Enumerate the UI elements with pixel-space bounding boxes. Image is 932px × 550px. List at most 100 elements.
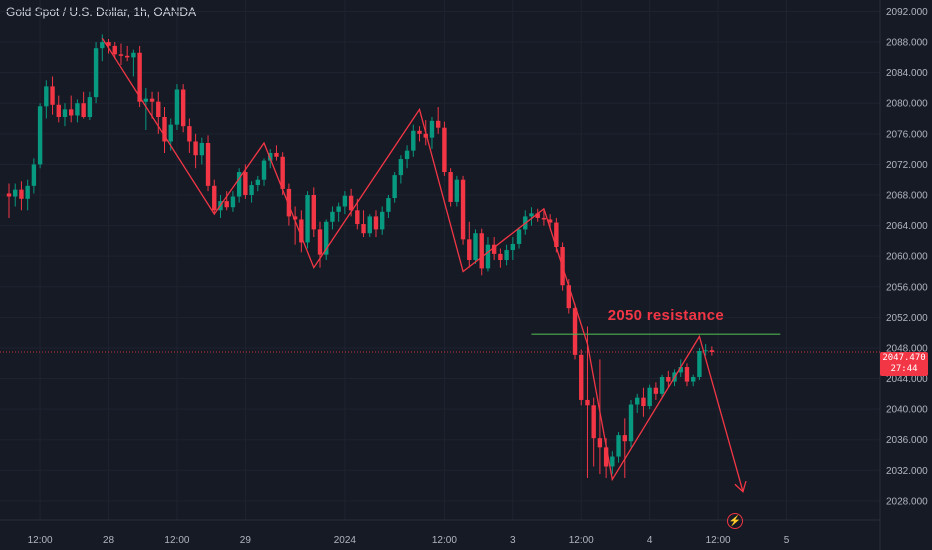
candle-body bbox=[491, 244, 497, 254]
candle-body bbox=[56, 104, 61, 117]
candle-body bbox=[361, 224, 366, 234]
candle-body bbox=[535, 213, 540, 218]
candle-body bbox=[504, 250, 509, 260]
candle-body bbox=[380, 211, 385, 230]
candle-body bbox=[230, 196, 236, 208]
candle-body bbox=[411, 130, 416, 151]
candle-body bbox=[236, 172, 242, 197]
candle-body bbox=[373, 216, 379, 230]
candle-body bbox=[423, 133, 428, 138]
candle-body bbox=[579, 354, 584, 400]
x-tick-label: 12:00 bbox=[432, 535, 457, 546]
candle-body bbox=[168, 124, 173, 142]
candle-body bbox=[243, 172, 248, 195]
candle-body bbox=[286, 188, 292, 217]
y-tick-label: 2048.000 bbox=[886, 343, 928, 354]
candle-body bbox=[678, 367, 683, 373]
resistance-label: 2050 resistance bbox=[608, 307, 724, 324]
candle-body bbox=[31, 164, 37, 186]
candle-body bbox=[460, 179, 466, 240]
candle-body bbox=[118, 54, 124, 56]
candle-body bbox=[261, 160, 267, 180]
candle-body bbox=[473, 233, 478, 260]
x-tick-label: 5 bbox=[784, 535, 790, 546]
candle-body bbox=[684, 367, 690, 382]
candle-body bbox=[547, 219, 553, 223]
candle-body bbox=[585, 399, 590, 406]
y-tick-label: 2044.000 bbox=[886, 374, 928, 385]
candle-body bbox=[610, 456, 615, 467]
candle-body bbox=[268, 152, 273, 161]
candle-body bbox=[187, 126, 192, 142]
x-tick-label: 29 bbox=[240, 535, 252, 546]
current-price-value: 2047.470 bbox=[882, 353, 926, 363]
candle-body bbox=[199, 143, 205, 156]
candle-body bbox=[697, 351, 702, 377]
candle-body bbox=[317, 229, 323, 255]
y-tick-label: 2092.000 bbox=[886, 7, 928, 18]
x-tick-label: 12:00 bbox=[706, 535, 731, 546]
candle-body bbox=[691, 377, 696, 382]
candle-body bbox=[44, 86, 49, 107]
candle-body bbox=[81, 103, 86, 117]
lightning-icon[interactable]: ⚡ bbox=[727, 513, 743, 529]
candle-body bbox=[479, 233, 484, 269]
candle-body bbox=[454, 179, 460, 202]
candle-body bbox=[603, 447, 609, 467]
x-tick-label: 28 bbox=[103, 535, 115, 546]
y-tick-label: 2032.000 bbox=[886, 466, 928, 477]
candle-body bbox=[299, 219, 304, 243]
y-tick-label: 2072.000 bbox=[886, 160, 928, 171]
y-tick-label: 2056.000 bbox=[886, 282, 928, 293]
y-tick-label: 2064.000 bbox=[886, 221, 928, 232]
current-price-badge: 2047.470 27:44 bbox=[880, 352, 928, 376]
candle-body bbox=[435, 120, 441, 128]
candle-body bbox=[392, 175, 397, 199]
candle-body bbox=[106, 42, 111, 46]
candle-body bbox=[429, 120, 435, 138]
candle-body bbox=[641, 397, 646, 407]
y-tick-label: 2060.000 bbox=[886, 252, 928, 263]
candle-body bbox=[386, 198, 391, 212]
candle-body bbox=[156, 101, 161, 117]
candle-body bbox=[174, 89, 180, 125]
candle-body bbox=[274, 152, 279, 157]
x-tick-label: 12:00 bbox=[164, 535, 189, 546]
candle-body bbox=[162, 117, 167, 142]
candle-body bbox=[616, 435, 621, 457]
candle-body bbox=[355, 210, 360, 225]
candle-body bbox=[404, 150, 410, 160]
candle-body bbox=[131, 52, 136, 58]
x-tick-label: 12:00 bbox=[28, 535, 53, 546]
x-tick-label: 2024 bbox=[334, 535, 357, 546]
candle-body bbox=[311, 195, 316, 230]
candle-body bbox=[292, 216, 298, 220]
candle-body bbox=[572, 308, 578, 355]
candle-body bbox=[336, 206, 341, 212]
candle-body bbox=[529, 213, 534, 217]
candle-body bbox=[37, 106, 43, 165]
y-tick-label: 2028.000 bbox=[886, 496, 928, 507]
zigzag-trendline bbox=[101, 37, 744, 492]
candle-body bbox=[448, 172, 453, 202]
candle-body bbox=[180, 89, 186, 127]
projection-arrowhead bbox=[734, 480, 747, 493]
candle-body bbox=[13, 189, 18, 197]
candle-body bbox=[50, 86, 55, 105]
candle-body bbox=[566, 285, 571, 309]
candle-body bbox=[367, 216, 372, 234]
candle-body bbox=[330, 211, 335, 222]
candle-body bbox=[666, 377, 671, 382]
candle-body bbox=[193, 141, 198, 156]
candle-body bbox=[348, 195, 354, 211]
candle-body bbox=[25, 185, 30, 199]
symbol-title[interactable]: Gold Spot / U.S. Dollar, 1h, OANDA bbox=[6, 5, 197, 19]
candle-body bbox=[324, 221, 329, 255]
y-tick-label: 2080.000 bbox=[886, 99, 928, 110]
candle-body bbox=[212, 185, 217, 211]
candle-body bbox=[709, 350, 715, 352]
candle-body bbox=[653, 387, 659, 394]
candle-body bbox=[591, 405, 596, 439]
